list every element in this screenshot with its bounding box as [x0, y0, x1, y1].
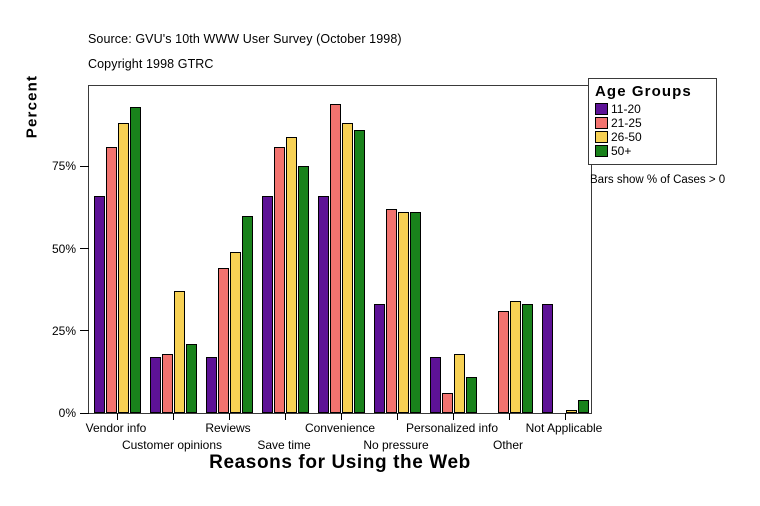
y-axis-tick-label: 25%	[51, 323, 76, 338]
x-axis-tick-label: Personalized info	[405, 421, 499, 435]
bar	[93, 195, 105, 413]
x-axis-tick-mark	[285, 413, 286, 420]
bar	[229, 251, 241, 413]
bar	[161, 353, 173, 413]
bar	[273, 146, 285, 413]
bar	[129, 107, 141, 413]
bar	[453, 353, 465, 413]
x-axis-tick-mark	[173, 413, 174, 420]
bar	[241, 215, 253, 413]
legend-item: 26-50	[595, 130, 710, 144]
bar	[173, 291, 185, 413]
x-axis-tick-label: Reviews	[205, 421, 251, 435]
legend-item-label: 21-25	[611, 116, 642, 130]
y-axis-tick-mark	[80, 248, 89, 249]
bar-group	[149, 86, 197, 413]
x-axis-tick-mark	[229, 413, 230, 420]
x-axis-tick-mark	[117, 413, 118, 420]
legend-item: 11-20	[595, 102, 710, 116]
bar	[149, 357, 161, 413]
x-axis-tick-mark	[453, 413, 454, 420]
bar	[409, 212, 421, 413]
legend-item-label: 11-20	[611, 102, 641, 116]
legend-swatch-icon	[595, 103, 608, 115]
x-axis-tick-label: No pressure	[363, 438, 429, 452]
bar	[577, 399, 589, 413]
bar	[205, 357, 217, 413]
bar	[341, 123, 353, 413]
bar	[373, 304, 385, 413]
bar	[285, 136, 297, 413]
bar-group	[261, 86, 309, 413]
bar	[185, 343, 197, 413]
x-axis-tick-label: Convenience	[304, 421, 376, 435]
legend-item: 50+	[595, 144, 710, 158]
y-axis-tick-mark	[80, 330, 89, 332]
bar	[441, 393, 453, 413]
x-axis-tick-label: Not Applicable	[525, 421, 603, 435]
x-axis-tick-label: Vendor info	[85, 421, 147, 435]
legend-note: Bars show % of Cases > 0	[590, 174, 726, 186]
bar	[297, 166, 309, 413]
bars-layer	[89, 86, 591, 413]
bar	[329, 103, 341, 413]
legend-swatch-icon	[595, 145, 608, 157]
plot-area: 0% 25% 50% 75%	[52, 85, 592, 420]
legend-title: Age Groups	[595, 83, 692, 100]
copyright-caption: Copyright 1998 GTRC	[88, 57, 214, 71]
legend-item-label: 26-50	[611, 130, 642, 144]
legend-items: 11-20 21-25 26-50 50+	[595, 102, 710, 158]
x-axis-tick-label: Other	[492, 438, 524, 452]
bar-group	[373, 86, 421, 413]
bar	[541, 304, 553, 413]
legend-swatch-icon	[595, 117, 608, 129]
bar	[509, 301, 521, 413]
bar	[429, 357, 441, 413]
legend-item: 21-25	[595, 116, 710, 130]
x-axis-tick-label: Customer opinions	[121, 438, 223, 452]
bar	[117, 123, 129, 413]
y-axis-tick-mark	[80, 165, 89, 167]
bar	[465, 376, 477, 413]
legend: Age Groups 11-20 21-25 26-50 50+	[588, 78, 717, 165]
y-axis-tick-mark	[80, 412, 89, 414]
x-axis-tick-mark	[509, 413, 510, 420]
bar-group	[541, 86, 589, 413]
bar-group	[93, 86, 141, 413]
x-axis-tick-mark	[397, 413, 398, 420]
bar	[497, 311, 509, 413]
y-axis-title: Percent	[23, 74, 41, 139]
bar	[105, 146, 117, 413]
x-axis-tick-label: Save time	[257, 438, 311, 452]
y-axis-tick-label: 50%	[51, 241, 76, 256]
bar-group	[486, 86, 533, 413]
bar	[385, 209, 397, 413]
y-axis-tick-label: 75%	[51, 159, 76, 174]
bar	[217, 268, 229, 413]
bar	[565, 409, 577, 413]
bar	[317, 195, 329, 413]
bar	[261, 195, 273, 413]
x-axis-title: Reasons for Using the Web	[209, 452, 471, 473]
bar	[521, 304, 533, 413]
legend-swatch-icon	[595, 131, 608, 143]
bar-group	[429, 86, 477, 413]
legend-item-label: 50+	[611, 144, 632, 158]
bar	[353, 130, 365, 413]
x-axis-tick-mark	[341, 413, 342, 420]
bar-group	[205, 86, 253, 413]
bar-group	[317, 86, 365, 413]
source-caption: Source: GVU's 10th WWW User Survey (Octo…	[88, 32, 402, 46]
y-axis-tick-label: 0%	[58, 406, 76, 420]
bar	[397, 212, 409, 413]
x-axis-tick-mark	[565, 413, 566, 420]
